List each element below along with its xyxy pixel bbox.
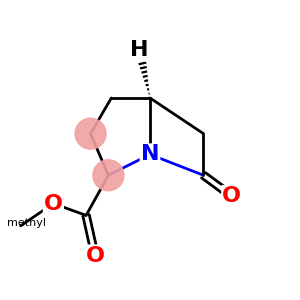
Text: H: H (130, 40, 149, 60)
Text: O: O (85, 245, 104, 266)
Circle shape (93, 160, 124, 191)
Circle shape (75, 118, 106, 149)
Text: N: N (141, 145, 159, 164)
Text: methyl: methyl (7, 218, 46, 228)
Text: O: O (222, 186, 241, 206)
Text: O: O (44, 194, 63, 214)
